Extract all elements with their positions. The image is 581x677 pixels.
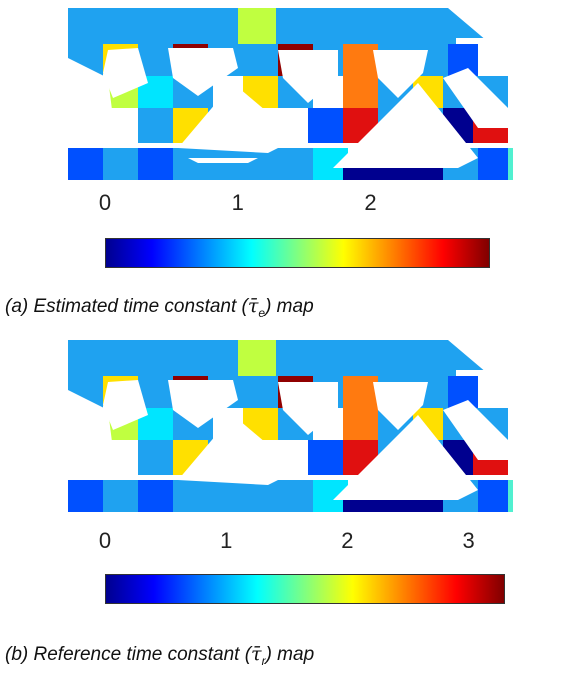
map-cell: [238, 340, 276, 376]
map-cell: [278, 480, 313, 512]
map-cell: [238, 8, 276, 44]
map-cell: [68, 340, 238, 376]
hole: [448, 8, 513, 63]
map-cell: [278, 148, 313, 180]
map-cell: [173, 148, 208, 180]
map-cell: [276, 340, 456, 376]
map-cell: [208, 480, 243, 512]
hole: [103, 48, 148, 98]
map-cell: [343, 76, 378, 108]
map-cell: [138, 480, 173, 512]
map-cell: [308, 108, 343, 143]
colorbar-tick: 0: [98, 190, 112, 215]
hole: [168, 48, 238, 96]
colorbar-tick: 2: [364, 190, 377, 215]
map-cell: [243, 376, 278, 408]
colorbar-gradient: [105, 574, 505, 604]
colorbar-tick: 2: [341, 528, 354, 553]
map-cell: [276, 8, 456, 44]
truss-time-constant-map: [68, 340, 513, 512]
hole: [188, 158, 258, 163]
caption-a: (a) Estimated time constant (τ̄e) map: [5, 295, 314, 320]
hole: [373, 50, 428, 98]
map-cell: [103, 148, 138, 180]
map-cell: [308, 440, 343, 475]
map-cell: [68, 148, 103, 180]
colorbar-tick: 1: [231, 190, 244, 215]
hole: [373, 382, 428, 430]
hole: [333, 415, 478, 500]
map-cell: [243, 480, 278, 512]
hole: [333, 83, 478, 168]
map-cell: [243, 44, 278, 76]
map-cell: [508, 148, 513, 180]
caption-b: (b) Reference time constant (τ̄r) map: [5, 643, 315, 668]
colorbar: 0 1 2: [90, 190, 510, 270]
hole: [278, 382, 338, 435]
hole: [68, 58, 113, 143]
truss-holes: [68, 340, 513, 500]
map-cell: [68, 480, 103, 512]
map-cell: [478, 480, 513, 512]
map-cell: [103, 480, 138, 512]
colorbar-tick: 3: [462, 528, 475, 553]
hole: [278, 50, 338, 103]
map-cell: [343, 44, 378, 76]
colorbar: 0 1 2 3: [90, 528, 510, 608]
truss-time-constant-map: [68, 8, 513, 180]
truss-holes: [68, 8, 513, 168]
hole: [178, 415, 298, 485]
map-cell: [68, 8, 238, 44]
panel-b: 0 1 2 3 (b) Reference time constant (τ̄r…: [0, 330, 581, 677]
hole: [443, 68, 508, 128]
hole: [103, 380, 148, 430]
map-cell: [478, 148, 513, 180]
hole: [448, 340, 513, 395]
colorbar-tick-labels: 0 1 2 3: [90, 528, 510, 558]
map-cell: [138, 108, 173, 143]
map-cell: [138, 148, 173, 180]
hole: [443, 400, 508, 460]
map-cell: [243, 148, 278, 180]
hole: [168, 380, 238, 428]
hole: [68, 390, 113, 475]
colorbar-tick-labels: 0 1 2: [90, 190, 510, 220]
map-cell: [343, 408, 378, 440]
map-cell: [343, 376, 378, 408]
panel-a: 0 1 2 (a) Estimated time constant (τ̄e) …: [5, 8, 513, 320]
map-cell: [138, 440, 173, 475]
hole: [178, 83, 298, 153]
colorbar-tick: 0: [98, 528, 112, 553]
map-cell: [508, 480, 513, 512]
colorbar-tick: 1: [220, 528, 233, 553]
map-cell: [173, 480, 208, 512]
colorbar-gradient: [105, 238, 490, 268]
map-cell: [208, 148, 243, 180]
